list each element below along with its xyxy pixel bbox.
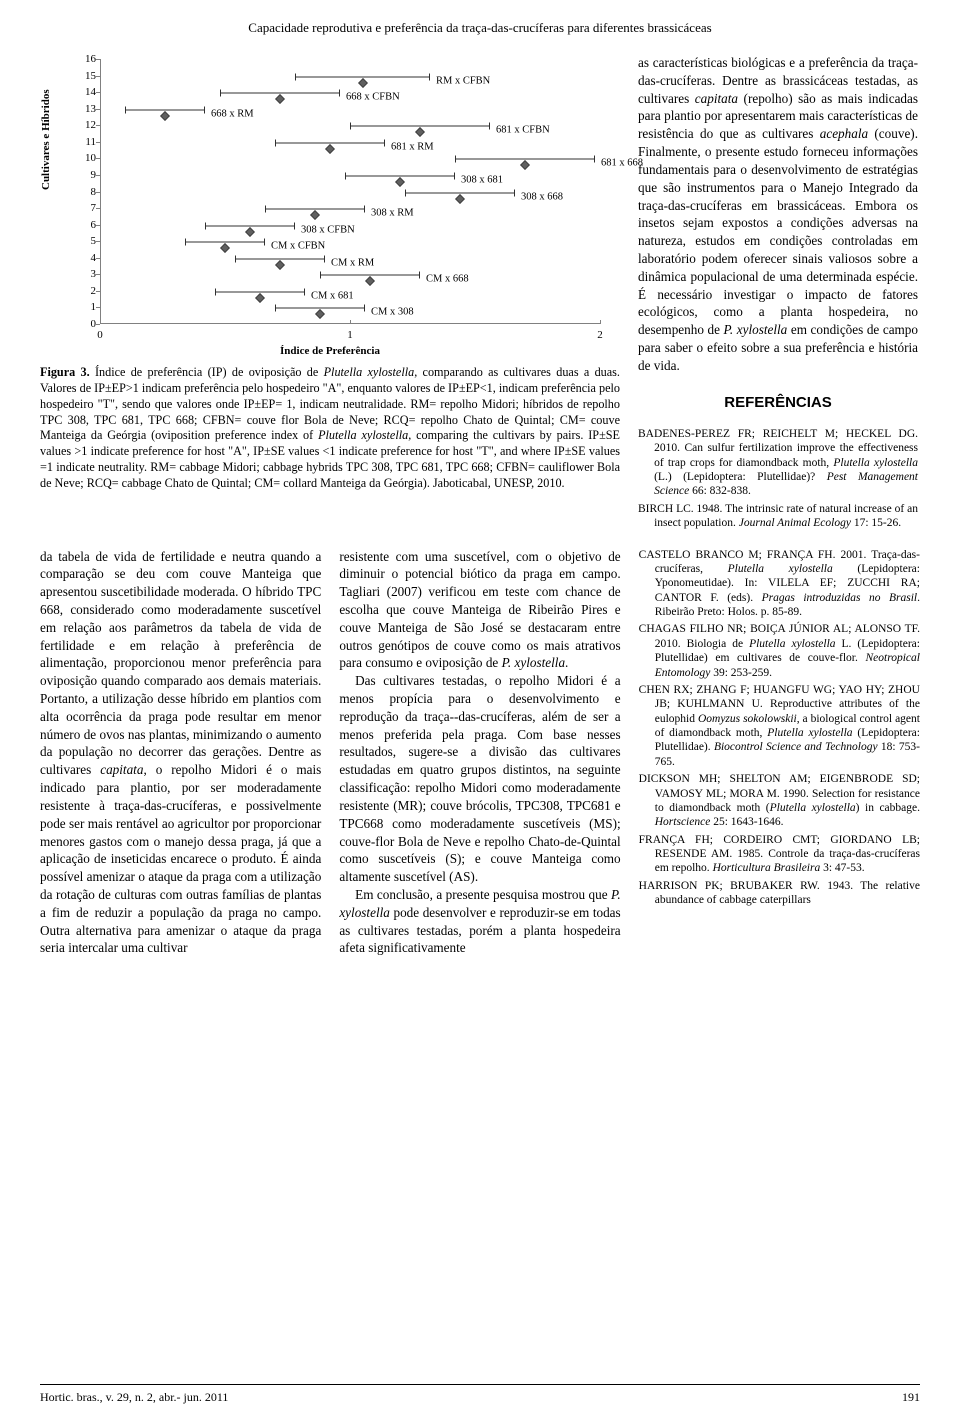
error-bar bbox=[405, 192, 515, 193]
y-tick-label: 16 bbox=[78, 53, 96, 65]
reference-item: CHEN RX; ZHANG F; HUANGFU WG; YAO HY; ZH… bbox=[639, 683, 920, 769]
y-tick-label: 10 bbox=[78, 152, 96, 164]
col2-para1: resistente com uma suscetível, com o obj… bbox=[339, 548, 620, 673]
y-tick-label: 11 bbox=[78, 136, 96, 148]
y-tick-label: 7 bbox=[78, 202, 96, 214]
point-label: RM x CFBN bbox=[436, 75, 490, 86]
preference-chart: Cultivares e Híbridos Índice de Preferên… bbox=[40, 54, 620, 359]
y-tick-label: 3 bbox=[78, 268, 96, 280]
y-tick-label: 13 bbox=[78, 103, 96, 115]
y-tick-label: 4 bbox=[78, 252, 96, 264]
point-label: 681 x RM bbox=[391, 141, 434, 152]
top-region: Cultivares e Híbridos Índice de Preferên… bbox=[40, 54, 920, 534]
column-1: da tabela de vida de fertilidade e neutr… bbox=[40, 548, 321, 958]
figure-caption: Figura 3. Índice de preferência (IP) de … bbox=[40, 365, 620, 492]
col2-para2: Das cultivares testadas, o repolho Midor… bbox=[339, 672, 620, 886]
reference-item: CHAGAS FILHO NR; BOIÇA JÚNIOR AL; ALONSO… bbox=[639, 622, 920, 680]
x-axis-label: Índice de Preferência bbox=[280, 345, 380, 357]
y-tick-label: 14 bbox=[78, 86, 96, 98]
x-tick-label: 0 bbox=[97, 329, 103, 341]
y-tick-label: 8 bbox=[78, 186, 96, 198]
error-bar bbox=[205, 225, 295, 226]
reference-item: FRANÇA FH; CORDEIRO CMT; GIORDANO LB; RE… bbox=[639, 833, 920, 876]
y-tick-label: 9 bbox=[78, 169, 96, 181]
point-label: CM x 308 bbox=[371, 307, 414, 318]
error-bar bbox=[125, 109, 205, 110]
journal-citation: Hortic. bras., v. 29, n. 2, abr.- jun. 2… bbox=[40, 1390, 228, 1405]
page-footer: Hortic. bras., v. 29, n. 2, abr.- jun. 2… bbox=[40, 1384, 920, 1405]
page-number: 191 bbox=[902, 1390, 920, 1405]
column-3-references: CASTELO BRANCO M; FRANÇA FH. 2001. Traça… bbox=[639, 548, 920, 958]
figure-column: Cultivares e Híbridos Índice de Preferên… bbox=[40, 54, 620, 534]
y-tick-label: 1 bbox=[78, 301, 96, 313]
point-label: CM x RM bbox=[331, 257, 374, 268]
reference-item: BIRCH LC. 1948. The intrinsic rate of na… bbox=[638, 502, 918, 531]
point-label: 681 x CFBN bbox=[496, 125, 550, 136]
page-header: Capacidade reprodutiva e preferência da … bbox=[40, 20, 920, 36]
reference-item: BADENES-PEREZ FR; REICHELT M; HECKEL DG.… bbox=[638, 427, 918, 499]
point-label: 308 x RM bbox=[371, 208, 414, 219]
x-tick-label: 1 bbox=[347, 329, 353, 341]
point-label: CM x 681 bbox=[311, 290, 354, 301]
references-heading: REFERÊNCIAS bbox=[638, 393, 918, 413]
y-tick-label: 2 bbox=[78, 285, 96, 297]
column-2: resistente com uma suscetível, com o obj… bbox=[339, 548, 620, 958]
continuation-paragraph: as características biológicas e a prefer… bbox=[638, 54, 918, 375]
point-label: CM x CFBN bbox=[271, 241, 325, 252]
point-label: 668 x RM bbox=[211, 108, 254, 119]
point-label: 308 x 681 bbox=[461, 174, 503, 185]
y-tick-label: 15 bbox=[78, 70, 96, 82]
y-tick-label: 0 bbox=[78, 318, 96, 330]
point-label: CM x 668 bbox=[426, 274, 469, 285]
col2-para3: Em conclusão, a presente pesquisa mostro… bbox=[339, 886, 620, 957]
y-tick-label: 6 bbox=[78, 219, 96, 231]
y-tick-label: 12 bbox=[78, 119, 96, 131]
point-label: 681 x 668 bbox=[601, 158, 643, 169]
point-label: 308 x CFBN bbox=[301, 224, 355, 235]
reference-item: DICKSON MH; SHELTON AM; EIGENBRODE SD; V… bbox=[639, 772, 920, 830]
references-list: BADENES-PEREZ FR; REICHELT M; HECKEL DG.… bbox=[638, 427, 918, 531]
point-label: 308 x 668 bbox=[521, 191, 563, 202]
reference-item: HARRISON PK; BRUBAKER RW. 1943. The rela… bbox=[639, 879, 920, 908]
y-tick-label: 5 bbox=[78, 235, 96, 247]
reference-item: CASTELO BRANCO M; FRANÇA FH. 2001. Traça… bbox=[639, 548, 920, 620]
point-label: 668 x CFBN bbox=[346, 92, 400, 103]
y-axis-label: Cultivares e Híbridos bbox=[40, 89, 52, 190]
x-tick-label: 2 bbox=[597, 329, 603, 341]
right-text-column: as características biológicas e a prefer… bbox=[638, 54, 918, 534]
bottom-three-columns: da tabela de vida de fertilidade e neutr… bbox=[40, 548, 920, 958]
